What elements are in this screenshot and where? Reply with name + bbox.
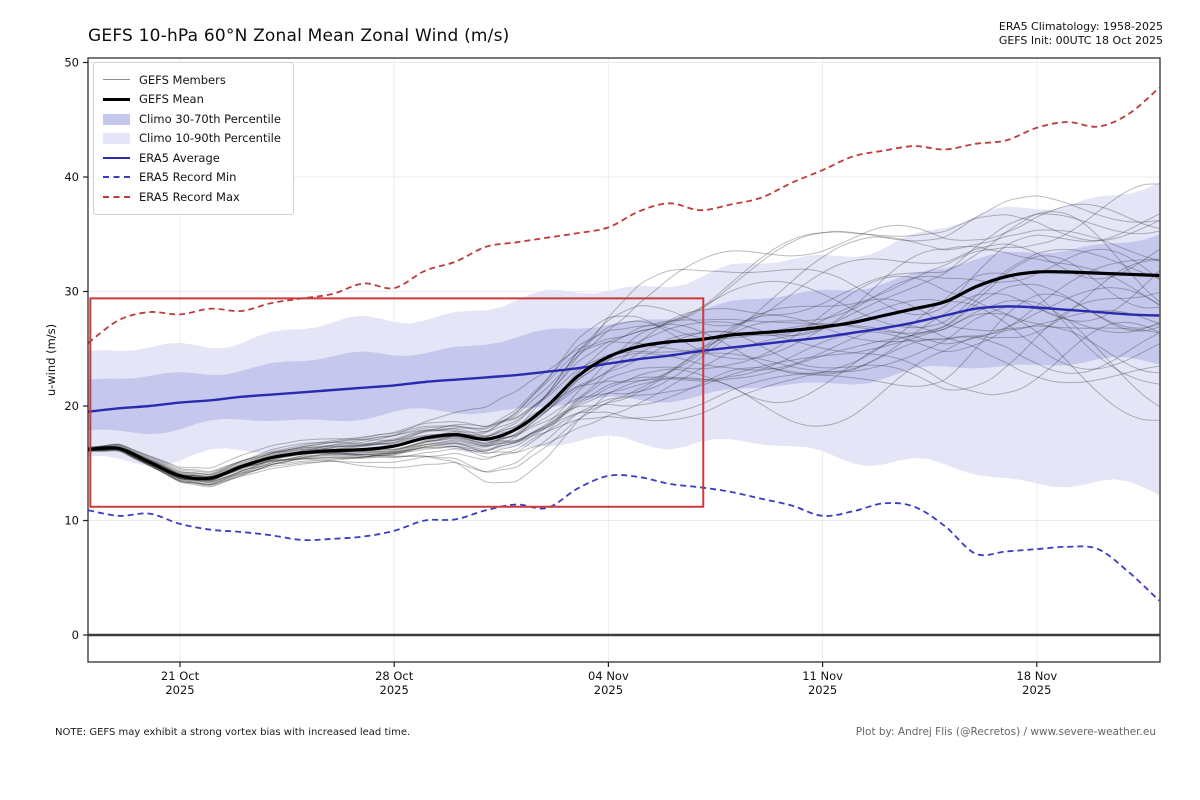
legend-label: GEFS Members (139, 72, 226, 87)
x-tick-year-label: 2025 (808, 683, 837, 697)
y-tick-label: 50 (64, 56, 79, 70)
legend-label: ERA5 Record Min (139, 170, 237, 185)
climo-30-70-band (88, 234, 1160, 435)
era5-record-min-dash-swatch (103, 171, 130, 183)
gefs-member-line (88, 213, 1160, 478)
gefs-member-line (88, 293, 1160, 488)
climo-30-70-patch-swatch (103, 113, 130, 125)
gefs-member-line (88, 213, 1160, 478)
legend-item-gefs-mean: GEFS Mean (103, 90, 281, 110)
header-meta: ERA5 Climatology: 1958-2025 GEFS Init: 0… (999, 20, 1163, 48)
gefs-member-line (88, 275, 1160, 478)
x-tick-label: 11 Nov (802, 669, 843, 683)
legend-label: Climo 30-70th Percentile (139, 111, 281, 126)
gefs-mean-line (88, 270, 1160, 481)
y-tick-label: 30 (64, 285, 79, 299)
gefs-member-line (88, 310, 1160, 485)
gefs-members-line-swatch (103, 74, 130, 86)
x-tick-label: 04 Nov (588, 669, 629, 683)
legend-item-climo-inner: Climo 30-70th Percentile (103, 109, 281, 129)
gefs-member-line (88, 214, 1160, 472)
gefs-member-line (88, 195, 1160, 474)
y-tick-label: 40 (64, 170, 79, 184)
gefs-member-line (88, 243, 1160, 481)
plot-clip-group (88, 58, 1160, 662)
y-tick-label: 0 (72, 628, 79, 642)
legend-label: Climo 10-90th Percentile (139, 131, 281, 146)
gefs-member-line (88, 229, 1160, 475)
x-tick-year-label: 2025 (165, 683, 194, 697)
gefs-member-line (88, 283, 1160, 479)
legend-item-era5-average: ERA5 Average (103, 148, 281, 168)
tick-marks (83, 61, 1038, 667)
x-tick-label: 21 Oct (161, 669, 200, 683)
x-tick-year-label: 2025 (1022, 683, 1051, 697)
gefs-member-line (88, 314, 1160, 481)
chart-title: GEFS 10-hPa 60°N Zonal Mean Zonal Wind (… (88, 26, 510, 46)
legend: GEFS Members GEFS Mean Climo 30-70th Per… (93, 62, 294, 215)
gefs-member-line (88, 272, 1160, 486)
gefs-member-line (88, 300, 1160, 484)
legend-item-era5-record-min: ERA5 Record Min (103, 168, 281, 188)
y-tick-label: 10 (64, 514, 79, 528)
gefs-member-line (88, 298, 1160, 487)
era5-record-max-dash-swatch (103, 191, 130, 203)
era5-record-max-line (88, 87, 1160, 344)
gefs-member-line (88, 259, 1160, 483)
legend-label: ERA5 Record Max (139, 189, 240, 204)
gefs-member-line (88, 312, 1160, 481)
gefs-member-line (88, 324, 1160, 486)
legend-label: ERA5 Average (139, 150, 220, 165)
gefs-member-line (88, 321, 1160, 482)
gefs-member-line (88, 211, 1160, 477)
gefs-member-line (88, 255, 1160, 478)
legend-item-climo-outer: Climo 10-90th Percentile (103, 129, 281, 149)
gefs-mean-line-swatch (103, 93, 130, 105)
x-tick-label: 28 Oct (375, 669, 414, 683)
climatology-range: ERA5 Climatology: 1958-2025 (998, 20, 1163, 33)
gefs-members (88, 183, 1160, 488)
era5-record-min-line (88, 474, 1160, 602)
axes-spines (87, 57, 1161, 663)
x-tick-year-label: 2025 (594, 683, 623, 697)
climo-10-90-patch-swatch (103, 132, 130, 145)
y-tick-label: 20 (64, 399, 79, 413)
gefs-member-line (88, 287, 1160, 484)
credit: Plot by: Andrej Flis (@Recretos) / www.s… (855, 726, 1156, 738)
legend-item-era5-record-max: ERA5 Record Max (103, 187, 281, 207)
era5-average-line-swatch (103, 152, 130, 164)
x-tick-year-label: 2025 (380, 683, 409, 697)
footnote: NOTE: GEFS may exhibit a strong vortex b… (55, 727, 411, 738)
gefs-member-line (88, 248, 1160, 475)
highlight-box (89, 297, 705, 508)
x-tick-label: 18 Nov (1016, 669, 1057, 683)
gefs-member-line (88, 291, 1160, 485)
legend-label: GEFS Mean (139, 92, 204, 107)
legend-item-gefs-members: GEFS Members (103, 70, 281, 90)
init-time: GEFS Init: 00UTC 18 Oct 2025 (998, 34, 1163, 47)
era5-average-line (88, 305, 1160, 413)
gefs-member-line (88, 203, 1160, 469)
